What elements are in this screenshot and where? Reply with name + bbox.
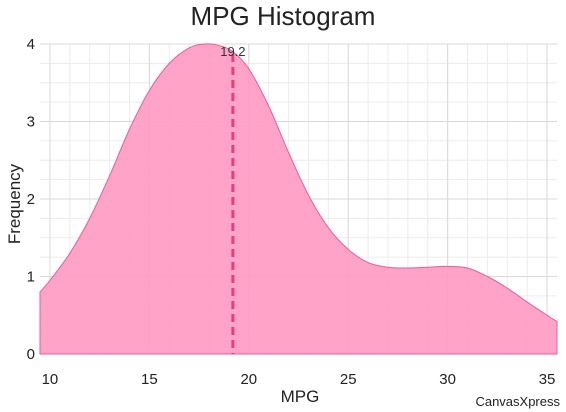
x-tick-label: 25 — [340, 371, 357, 388]
chart-title: MPG Histogram — [191, 1, 376, 31]
y-tick-label: 1 — [27, 269, 35, 286]
x-axis-label: MPG — [281, 387, 320, 406]
density-area — [39, 43, 558, 355]
x-tick-label: 10 — [42, 371, 59, 388]
mean-reference-label: 19.2 — [220, 44, 245, 59]
y-tick-label: 4 — [27, 36, 35, 53]
y-tick-label: 2 — [27, 191, 35, 208]
y-tick-label: 0 — [27, 346, 35, 363]
y-axis-ticks: 0 1 2 3 4 — [27, 36, 35, 363]
x-tick-label: 20 — [240, 371, 257, 388]
x-tick-label: 30 — [439, 371, 456, 388]
credit-label: CanvasXpress — [475, 394, 560, 409]
y-tick-label: 3 — [27, 114, 35, 131]
x-tick-label: 35 — [539, 371, 556, 388]
x-axis-ticks: 10 15 20 25 30 35 — [42, 371, 556, 388]
y-axis-label: Frequency — [5, 163, 24, 244]
x-tick-label: 15 — [141, 371, 158, 388]
